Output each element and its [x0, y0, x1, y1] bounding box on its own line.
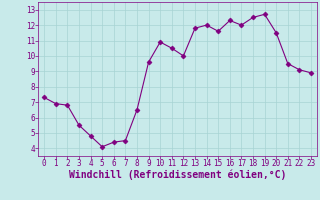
X-axis label: Windchill (Refroidissement éolien,°C): Windchill (Refroidissement éolien,°C) [69, 170, 286, 180]
